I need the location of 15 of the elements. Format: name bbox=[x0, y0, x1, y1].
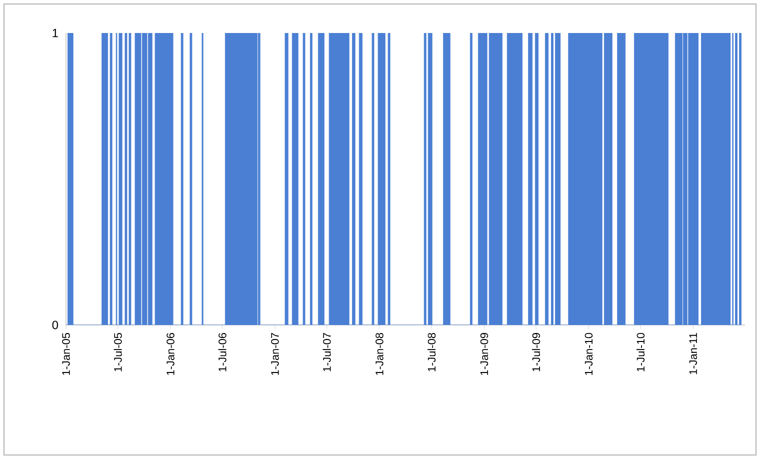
x-tick-label: 1-Jul-08 bbox=[428, 332, 436, 372]
x-tick-label: 1-Jul-05 bbox=[114, 332, 122, 372]
x-tick-label: 1-Jan-05 bbox=[62, 332, 70, 375]
x-tick-label: 1-Jan-06 bbox=[166, 332, 174, 375]
x-tick-label: 1-Jul-10 bbox=[636, 332, 645, 372]
x-tick-label: 1-Jan-10 bbox=[584, 332, 593, 375]
x-tick-label: 1-Jul-07 bbox=[322, 333, 331, 372]
x-tick-label: 1-Jan-08 bbox=[376, 332, 384, 375]
x-tick-label: 1-Jul-06 bbox=[218, 332, 226, 372]
x-tick-label: 1-Jul-09 bbox=[532, 333, 540, 372]
x-tick-label: 1-Jan-07 bbox=[271, 333, 279, 375]
x-tick-label: 1-Jan-11 bbox=[689, 333, 698, 374]
x-tick-label: 1-Jan-09 bbox=[480, 333, 488, 375]
y-tick-label: 0 bbox=[52, 320, 58, 330]
y-tick-label: 1 bbox=[52, 28, 58, 38]
